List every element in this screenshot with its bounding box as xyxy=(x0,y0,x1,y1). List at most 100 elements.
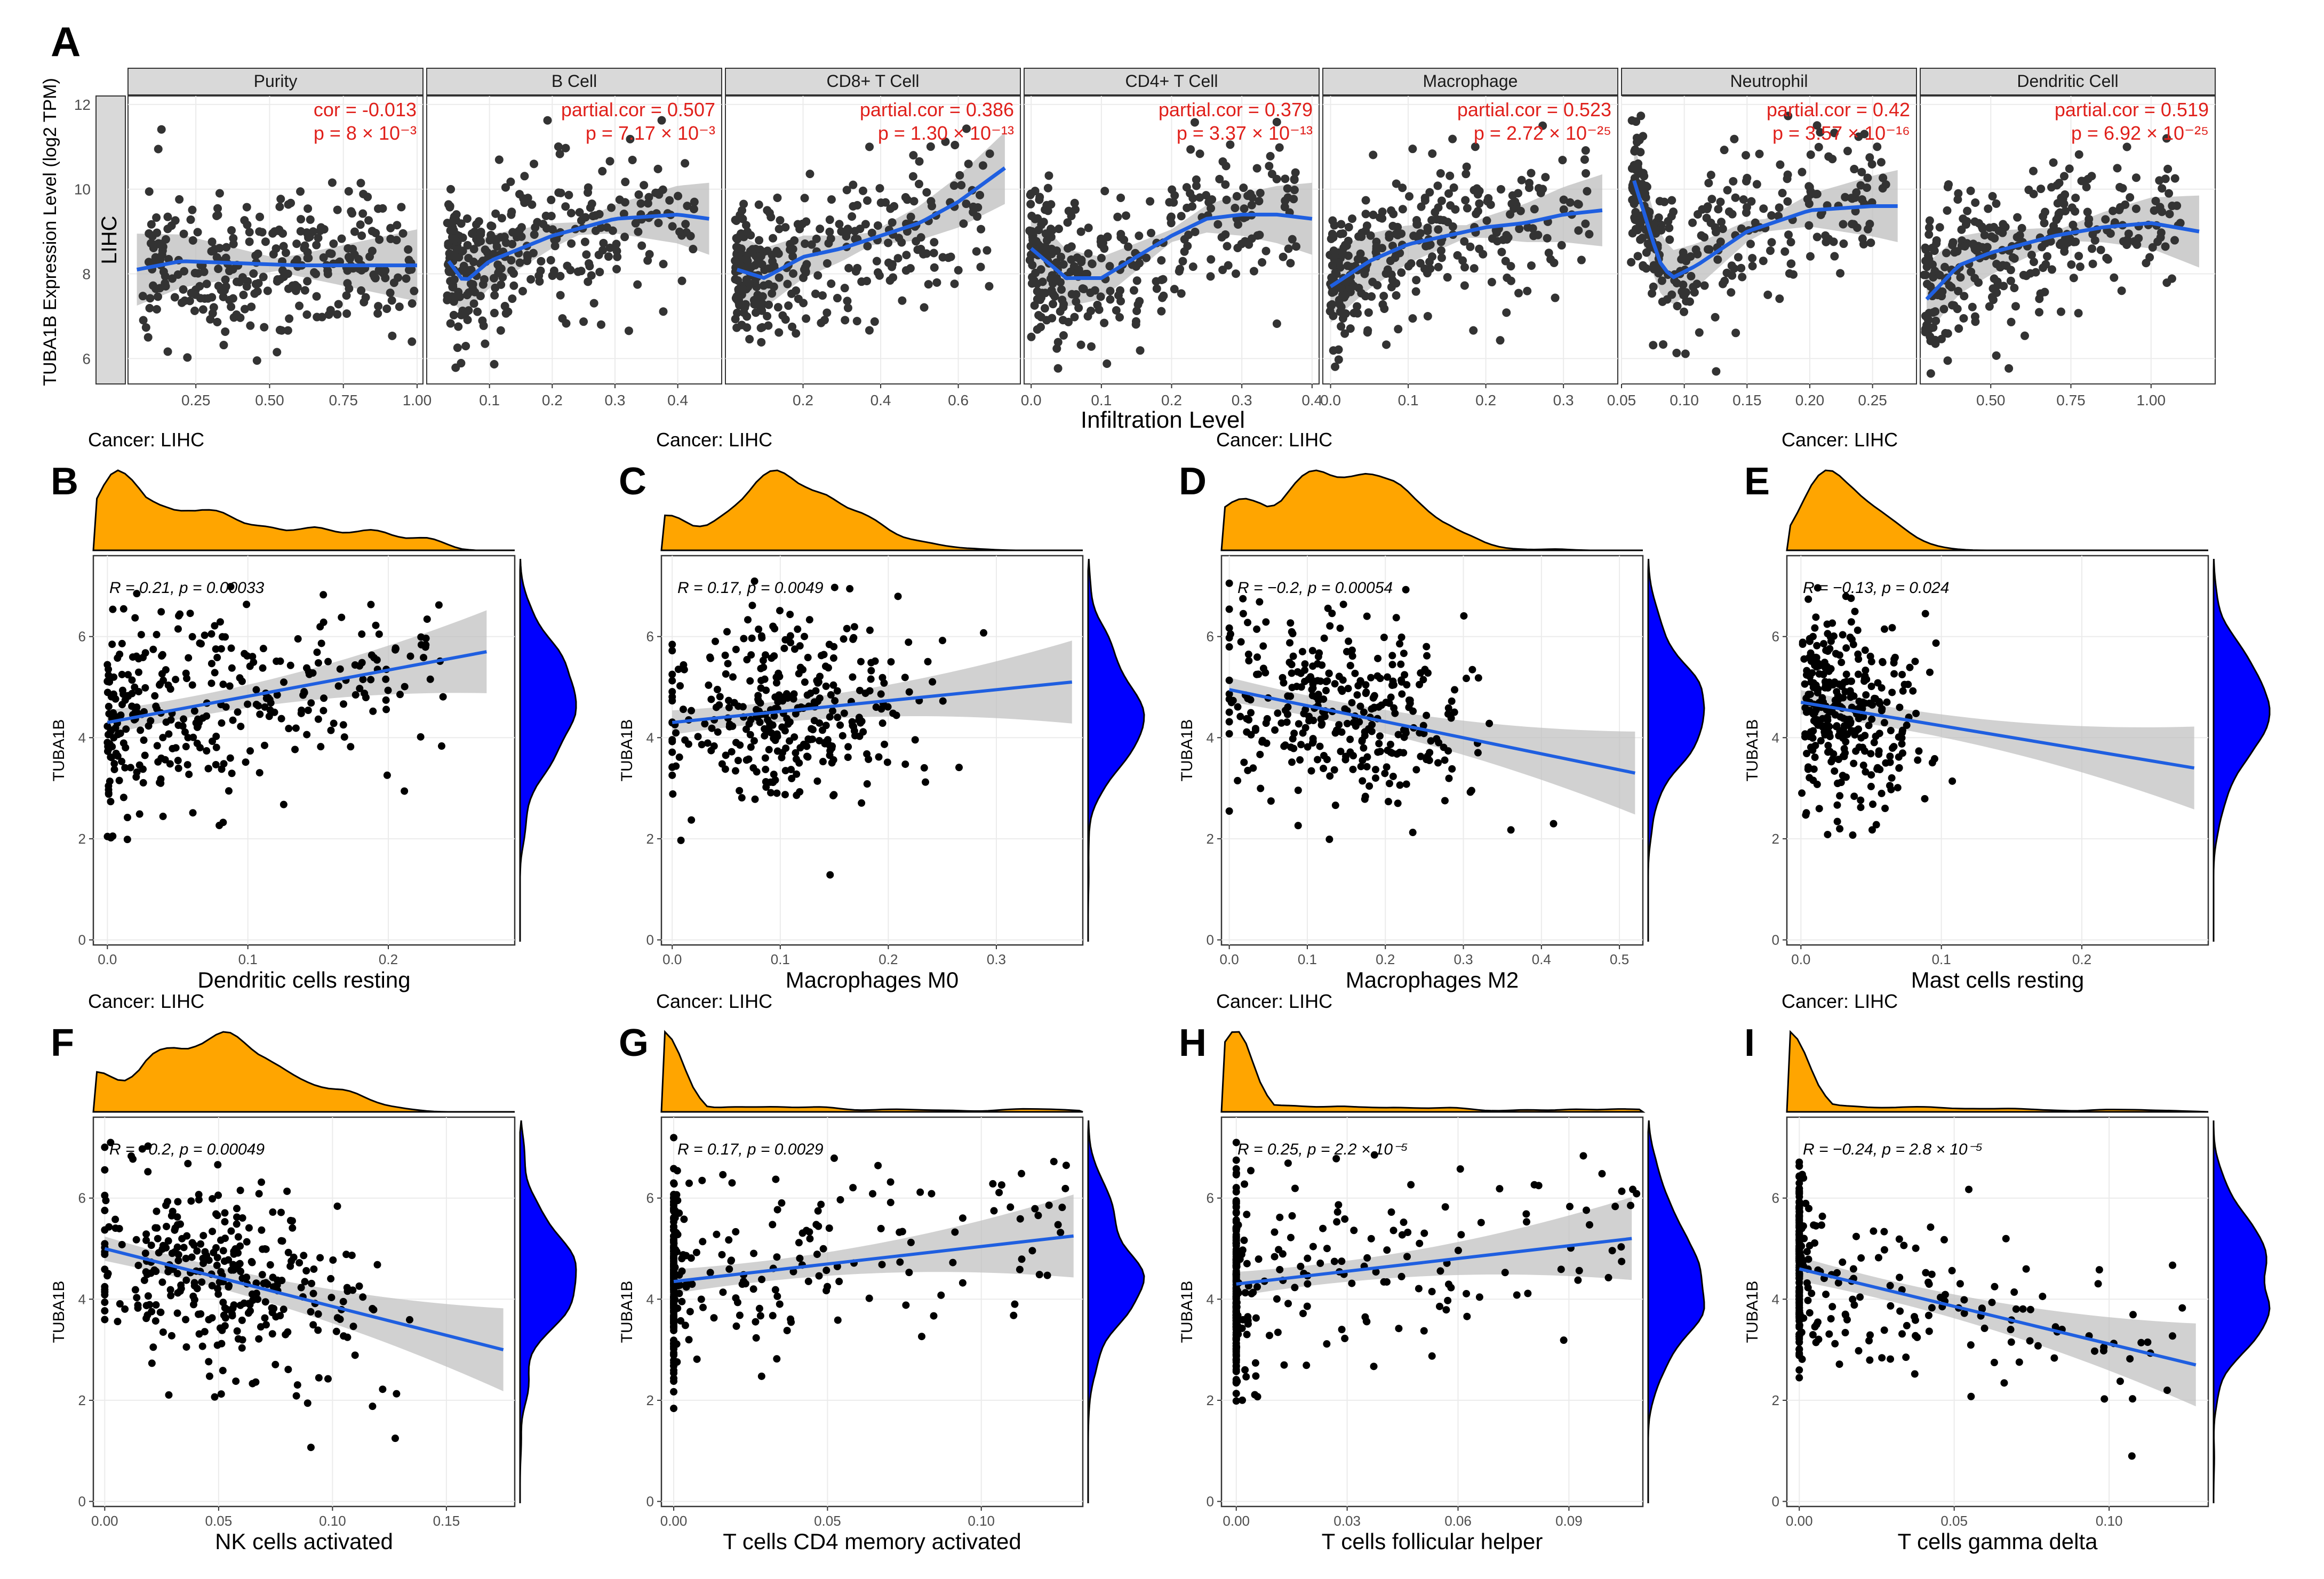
data-point xyxy=(1394,731,1402,739)
data-point xyxy=(783,279,792,288)
data-point xyxy=(1375,740,1383,748)
data-point xyxy=(211,1393,219,1401)
data-point xyxy=(1326,301,1335,310)
data-point xyxy=(1244,651,1252,659)
data-point xyxy=(814,679,822,687)
data-point xyxy=(1271,1253,1279,1261)
data-point xyxy=(261,237,270,246)
data-point xyxy=(284,200,293,209)
data-point xyxy=(1664,217,1673,226)
data-point xyxy=(1667,196,1676,205)
data-point xyxy=(530,230,539,239)
data-point xyxy=(1183,203,1192,212)
data-point xyxy=(1759,257,1768,266)
data-point xyxy=(1924,230,1934,239)
data-point xyxy=(1813,780,1821,788)
data-point xyxy=(1878,1354,1886,1362)
data-point xyxy=(244,700,252,708)
data-point xyxy=(312,241,321,250)
data-point xyxy=(1031,1205,1039,1213)
data-point xyxy=(1527,261,1536,270)
data-point xyxy=(1819,670,1827,678)
data-point xyxy=(676,682,684,690)
data-point xyxy=(2065,164,2074,173)
data-point xyxy=(783,1327,791,1335)
data-point xyxy=(1361,792,1369,800)
data-point xyxy=(706,653,714,661)
data-point xyxy=(897,238,906,247)
data-point xyxy=(173,1270,181,1278)
data-point xyxy=(1657,226,1666,235)
data-point xyxy=(1291,1184,1299,1192)
data-point xyxy=(566,209,576,218)
data-point xyxy=(858,799,866,807)
data-point xyxy=(677,836,685,844)
data-point xyxy=(141,649,149,657)
data-point xyxy=(453,343,462,352)
data-point xyxy=(1420,196,1429,205)
data-point xyxy=(1267,170,1276,179)
data-point xyxy=(1058,1204,1066,1212)
right-density-curve xyxy=(1087,558,1145,942)
data-point xyxy=(1225,730,1233,738)
data-point xyxy=(1738,272,1747,282)
data-point xyxy=(249,269,258,278)
data-point xyxy=(1396,640,1404,648)
data-point xyxy=(210,245,219,254)
data-point xyxy=(829,681,837,689)
data-point xyxy=(748,634,756,642)
data-point xyxy=(2056,240,2065,249)
data-point xyxy=(1352,722,1360,730)
data-point xyxy=(234,1233,242,1241)
data-point xyxy=(537,257,546,266)
data-point xyxy=(1617,1243,1625,1251)
plot-area xyxy=(660,555,1084,946)
data-point xyxy=(674,191,683,201)
data-point xyxy=(802,217,811,226)
data-point xyxy=(1742,208,1751,217)
x-axis-label: Macrophages M2 xyxy=(1346,967,1519,992)
panel-letter: I xyxy=(1744,1022,1755,1064)
x-tick-label: 1.00 xyxy=(403,392,432,408)
data-point xyxy=(1579,1152,1587,1160)
data-point xyxy=(2071,194,2080,203)
data-point xyxy=(101,1166,109,1174)
y-tick-label: 2 xyxy=(1772,1392,1779,1408)
data-point xyxy=(1343,261,1352,270)
data-point xyxy=(1806,252,1815,261)
data-point xyxy=(668,640,676,648)
data-point xyxy=(457,266,466,275)
data-point xyxy=(1847,693,1855,701)
data-point xyxy=(778,1199,786,1207)
data-point xyxy=(706,1269,714,1277)
data-point xyxy=(374,204,383,213)
data-point xyxy=(1425,258,1434,267)
data-point xyxy=(101,1206,109,1214)
data-point xyxy=(1232,1263,1240,1271)
data-point xyxy=(782,744,790,752)
data-point xyxy=(920,764,928,772)
data-point xyxy=(302,310,312,319)
data-point xyxy=(1631,225,1640,234)
data-point xyxy=(780,644,788,652)
data-point xyxy=(1856,1293,1864,1301)
data-point xyxy=(1802,809,1810,817)
data-point xyxy=(1297,741,1305,749)
data-point xyxy=(1868,826,1876,834)
data-point xyxy=(258,1226,266,1234)
data-point xyxy=(1031,214,1040,223)
data-point xyxy=(589,299,598,308)
data-point xyxy=(2133,240,2142,249)
data-point xyxy=(875,753,883,761)
data-point xyxy=(2035,308,2044,317)
data-point xyxy=(844,743,852,751)
data-point xyxy=(1925,216,1934,225)
data-point xyxy=(1325,669,1333,677)
data-point xyxy=(827,691,835,699)
data-point xyxy=(682,1283,690,1291)
data-point xyxy=(1374,748,1382,756)
data-point xyxy=(139,779,147,787)
data-point xyxy=(680,661,688,669)
